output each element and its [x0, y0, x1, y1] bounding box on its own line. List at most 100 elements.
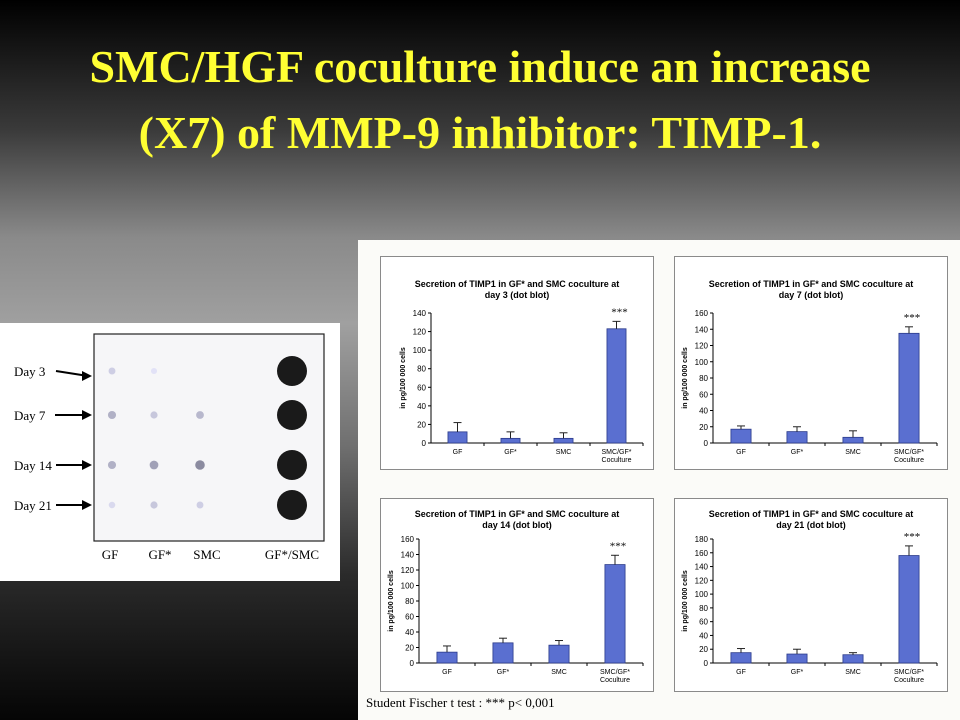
y-tick-label: 20	[405, 644, 414, 653]
y-tick-label: 0	[422, 439, 427, 448]
bar	[730, 652, 752, 664]
x-tick-label: SMC/GF*	[602, 449, 632, 456]
y-tick-label: 160	[401, 535, 415, 544]
chart-title-line1: Secretion of TIMP1 in GF* and SMC cocult…	[708, 509, 914, 519]
chart-title-line2: day 14 (dot blot)	[482, 520, 552, 530]
bar	[436, 651, 458, 664]
x-tick-label: SMC	[551, 669, 567, 676]
x-tick-label: SMC	[845, 449, 861, 456]
charts-panel: Secretion of TIMP1 in GF* and SMC cocult…	[358, 240, 960, 720]
chart-title-line1: Secretion of TIMP1 in GF* and SMC cocult…	[708, 279, 914, 289]
chart-title: Secretion of TIMP1 in GF* and SMC cocult…	[675, 279, 947, 301]
chart-day-7: Secretion of TIMP1 in GF* and SMC cocult…	[674, 256, 948, 470]
blot-dot	[196, 411, 204, 419]
blot-dot	[150, 411, 158, 419]
x-tick-label: GF	[736, 449, 746, 456]
x-tick-sublabel: Coculture	[894, 457, 924, 464]
y-tick-label: 80	[405, 597, 414, 606]
chart-title-line1: Secretion of TIMP1 in GF* and SMC cocult…	[414, 509, 620, 519]
blot-row-label: Day 21	[14, 498, 52, 513]
significance-marker: ***	[610, 540, 627, 552]
statistics-footnote: Student Fischer t test : *** p< 0,001	[366, 695, 555, 710]
blot-arrow-head	[82, 500, 92, 510]
chart-day-3: Secretion of TIMP1 in GF* and SMC cocult…	[380, 256, 654, 470]
x-tick-label: SMC	[556, 449, 572, 456]
y-tick-label: 180	[695, 535, 709, 544]
x-tick-label: SMC/GF*	[894, 669, 924, 676]
y-tick-label: 140	[401, 551, 415, 560]
y-tick-label: 60	[417, 383, 426, 392]
x-tick-label: GF*	[504, 449, 517, 456]
bar	[447, 431, 468, 444]
chart-plot: 0 20 40 60 80 100 120 140 160 in pg/100 000 cells…	[682, 309, 938, 464]
blot-dot	[195, 460, 205, 470]
chart-plot: 0 20 40 60 80 100 120 140 160 in pg/100 000 cells…	[388, 535, 644, 684]
blot-row-label: Day 14	[14, 458, 52, 473]
x-tick-label: GF	[453, 449, 463, 456]
y-tick-label: 120	[695, 576, 709, 585]
y-tick-label: 60	[699, 390, 708, 399]
bar	[548, 644, 570, 664]
bar	[786, 431, 808, 444]
y-tick-label: 0	[704, 659, 709, 668]
y-tick-label: 0	[410, 659, 415, 668]
bar	[500, 437, 521, 444]
chart-day-14: Secretion of TIMP1 in GF* and SMC cocult…	[380, 498, 654, 692]
blot-dot	[107, 460, 117, 470]
blot-dot	[108, 501, 116, 509]
x-tick-label: GF*	[791, 669, 804, 676]
blot-row-label: Day 3	[14, 364, 45, 379]
y-tick-label: 80	[417, 365, 426, 374]
y-tick-label: 140	[695, 563, 709, 572]
bar	[898, 332, 920, 444]
y-tick-label: 20	[699, 423, 708, 432]
y-tick-label: 20	[699, 645, 708, 654]
y-tick-label: 140	[413, 309, 427, 318]
chart-title: Secretion of TIMP1 in GF* and SMC cocult…	[675, 509, 947, 531]
y-tick-label: 40	[405, 628, 414, 637]
chart-title: Secretion of TIMP1 in GF* and SMC cocult…	[381, 279, 653, 301]
blot-row-label: Day 7	[14, 408, 46, 423]
x-tick-label: GF*	[497, 669, 510, 676]
blot-column-label: SMC	[193, 547, 220, 562]
y-tick-label: 120	[413, 328, 427, 337]
bar	[492, 642, 514, 664]
bar	[604, 564, 626, 664]
blot-dot	[196, 501, 204, 509]
x-tick-label: SMC	[845, 669, 861, 676]
bar	[786, 653, 808, 664]
y-tick-label: 60	[699, 618, 708, 627]
bar	[606, 328, 627, 444]
x-tick-label: SMC/GF*	[600, 669, 630, 676]
bar	[898, 555, 920, 664]
y-tick-label: 80	[699, 374, 708, 383]
y-tick-label: 160	[695, 549, 709, 558]
x-tick-label: GF*	[791, 449, 804, 456]
significance-marker: ***	[904, 312, 921, 324]
bar	[553, 437, 574, 444]
y-tick-label: 120	[695, 342, 709, 351]
chart-plot: 0 20 40 60 80 100 120 140 in pg/100 000 cells GF G…	[400, 306, 644, 464]
blot-arrow-head	[82, 371, 92, 381]
y-tick-label: 120	[401, 566, 415, 575]
x-tick-sublabel: Coculture	[600, 677, 630, 684]
blot-dot	[149, 460, 159, 470]
x-tick-sublabel: Coculture	[602, 457, 632, 464]
significance-marker: ***	[611, 306, 628, 318]
blot-dot	[277, 490, 307, 520]
chart-day-21: Secretion of TIMP1 in GF* and SMC cocult…	[674, 498, 948, 692]
y-axis-label: in pg/100 000 cells	[400, 347, 407, 409]
y-tick-label: 40	[417, 402, 426, 411]
x-tick-label: SMC/GF*	[894, 449, 924, 456]
y-tick-label: 100	[695, 358, 709, 367]
blot-dot	[150, 501, 158, 509]
y-axis-label: in pg/100 000 cells	[682, 347, 689, 409]
y-tick-label: 80	[699, 604, 708, 613]
chart-title-line2: day 3 (dot blot)	[484, 290, 550, 300]
y-tick-label: 100	[401, 582, 415, 591]
blot-dot	[277, 400, 307, 430]
dot-blot-figure: Day 3 Day 7 Day 14 Day 21 GF GF* SMC GF*/SMC	[14, 333, 325, 562]
chart-title-line1: Secretion of TIMP1 in GF* and SMC cocult…	[414, 279, 620, 289]
dot-blot-panel: Day 3 Day 7 Day 14 Day 21 GF GF* SMC GF*/SMC	[0, 323, 340, 581]
blot-column-label: GF*	[148, 547, 171, 562]
